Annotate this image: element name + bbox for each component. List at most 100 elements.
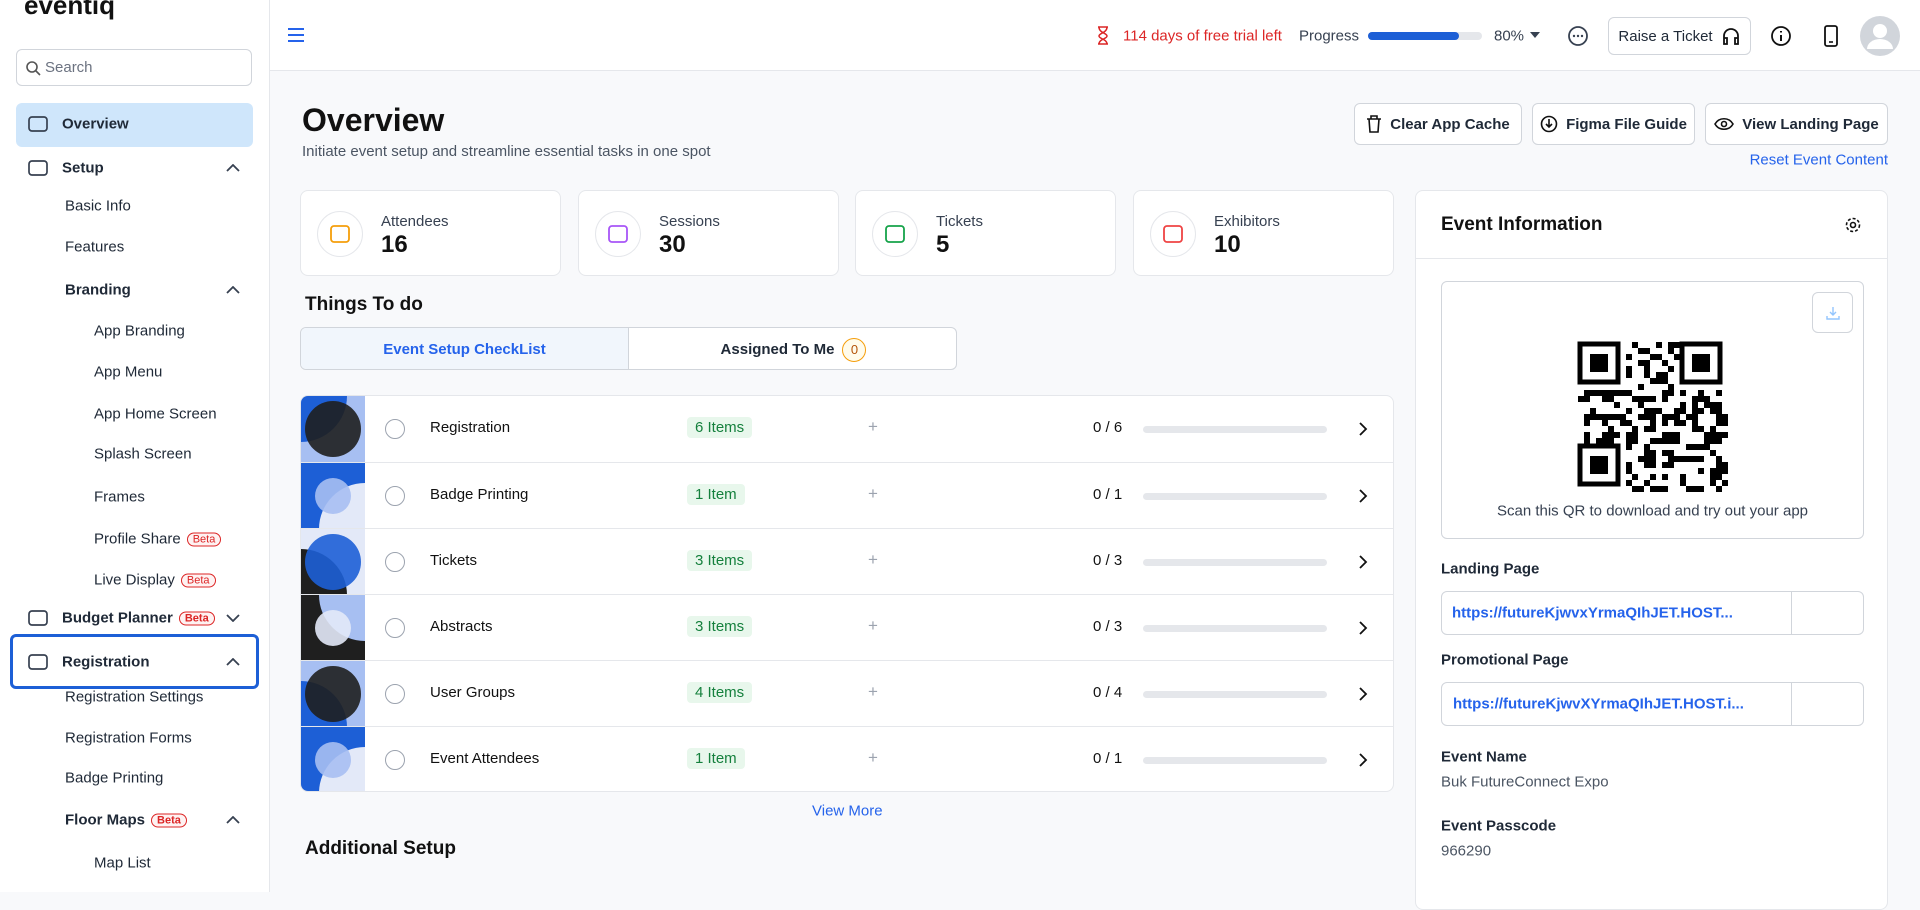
view-landing-button[interactable]: View Landing Page — [1705, 103, 1888, 145]
nav-item[interactable]: Live Display Beta — [94, 572, 216, 589]
tab[interactable]: Assigned To Me 0 — [629, 328, 956, 369]
check-circle[interactable] — [385, 552, 405, 572]
row-chevron — [1359, 489, 1368, 503]
reset-link[interactable]: Reset Event Content — [1749, 151, 1888, 169]
add-icon[interactable]: + — [868, 748, 878, 767]
nav-item[interactable]: Basic Info — [65, 198, 131, 215]
section-title: Additional Setup — [305, 838, 456, 859]
nav-label: Basic Info — [65, 197, 131, 215]
clear-cache-button[interactable]: Clear App Cache — [1354, 103, 1522, 145]
active-highlight — [16, 103, 253, 147]
nav-icon — [28, 160, 48, 176]
check-circle[interactable] — [385, 486, 405, 506]
download-qr-button[interactable] — [1812, 292, 1853, 333]
icon — [608, 225, 628, 243]
nav-item[interactable]: Floor Maps Beta — [65, 812, 187, 829]
row-chevron — [1359, 753, 1368, 767]
add-icon[interactable]: + — [868, 682, 878, 701]
nav-item[interactable]: Branding — [65, 282, 131, 299]
menu-icon[interactable] — [287, 27, 305, 43]
checklist-row[interactable]: Abstracts 3 Items +0 / 3 — [301, 594, 1393, 661]
stat-card: Exhibitors 10 — [1133, 190, 1394, 276]
nav-item[interactable]: Registration Settings — [65, 689, 203, 706]
raise-ticket-button[interactable]: Raise a Ticket — [1608, 17, 1751, 55]
nav-item[interactable]: Frames — [94, 489, 145, 506]
checklist-row[interactable]: Badge Printing 1 Item +0 / 1 — [301, 462, 1393, 529]
nav-item[interactable]: App Home Screen — [94, 406, 217, 423]
nav-item[interactable]: Budget Planner Beta — [62, 610, 215, 627]
nav-label: Live Display — [94, 571, 175, 589]
checklist-row[interactable]: Tickets 3 Items +0 / 3 — [301, 528, 1393, 595]
checklist-row[interactable]: User Groups 4 Items +0 / 4 — [301, 660, 1393, 727]
stat-icon — [1150, 211, 1196, 257]
trash-icon — [1367, 115, 1382, 133]
nav-label: Splash Screen — [94, 445, 192, 463]
progress-percent: 80% — [1494, 27, 1525, 45]
items-badge: 3 Items — [687, 550, 753, 571]
nav-item[interactable]: Profile Share Beta — [94, 531, 222, 548]
chat-icon[interactable] — [1567, 25, 1589, 47]
eye-icon — [1714, 117, 1735, 131]
settings-icon[interactable] — [1844, 216, 1862, 234]
field-label: Event Passcode — [1441, 817, 1557, 835]
row-decoration — [301, 463, 365, 529]
add-icon[interactable]: + — [868, 616, 878, 635]
progress-dropdown[interactable] — [1530, 32, 1540, 39]
promo-url-box[interactable]: https://futureKjwvXYrmaQIhJET.HOST.i... — [1441, 682, 1864, 726]
nav-item[interactable]: Map List — [94, 855, 151, 872]
nav-item[interactable]: Badge Printing — [65, 770, 163, 787]
phone-icon[interactable] — [1824, 25, 1838, 47]
progress-track — [1368, 32, 1482, 40]
view-more-link[interactable]: View More — [812, 802, 883, 820]
add-icon[interactable]: + — [868, 417, 878, 436]
check-circle[interactable] — [385, 419, 405, 439]
nav-item[interactable]: Setup — [62, 160, 104, 177]
info-icon[interactable] — [1770, 25, 1792, 47]
row-name: Registration — [430, 419, 511, 436]
url-text: https://futureKjwvXYrmaQIhJET.HOST.i... — [1453, 695, 1744, 713]
avatar[interactable] — [1860, 16, 1900, 56]
items-badge: 1 Item — [687, 748, 745, 769]
sidebar: eventiq Search Overview Setup Basic Info Fe… — [0, 0, 270, 892]
chevron — [226, 164, 240, 172]
figma-guide-button[interactable]: Figma File Guide — [1532, 103, 1695, 145]
nav-label: Frames — [94, 488, 145, 506]
nav-icon — [28, 116, 48, 132]
stat-value: 10 — [1214, 231, 1241, 258]
nav-item[interactable]: App Branding — [94, 323, 185, 340]
checklist-row[interactable]: Event Attendees 1 Item +0 / 1 — [301, 726, 1393, 791]
nav-item[interactable]: Features — [65, 239, 124, 256]
icon — [885, 225, 905, 243]
raise-ticket-label: Raise a Ticket — [1618, 27, 1713, 45]
nav-item[interactable]: Splash Screen — [94, 446, 192, 463]
nav-item[interactable]: App Menu — [94, 364, 162, 381]
row-decoration — [301, 529, 365, 595]
nav-item[interactable]: Registration — [62, 654, 150, 671]
check-circle[interactable] — [385, 684, 405, 704]
check-circle[interactable] — [385, 618, 405, 638]
beta-badge: Beta — [178, 611, 215, 625]
headset-icon — [1722, 28, 1739, 45]
qr-caption: Scan this QR to download and try out you… — [1496, 502, 1808, 520]
trial-text: 114 days of free trial left — [1123, 27, 1282, 45]
add-icon[interactable]: + — [868, 484, 878, 503]
button-label: View Landing Page — [1742, 115, 1879, 133]
landing-url-box[interactable]: https://futureKjwvxYrmaQIhJET.HOST... — [1441, 591, 1864, 635]
stat-card: Attendees 16 — [300, 190, 561, 276]
nav-item[interactable]: Overview — [62, 116, 129, 133]
tab-active[interactable]: Event Setup CheckList — [301, 328, 629, 369]
checklist-row[interactable]: Registration 6 Items +0 / 6 — [301, 396, 1393, 462]
row-count: 0 / 3 — [1093, 552, 1123, 569]
qr-code — [1577, 341, 1728, 492]
beta-badge: Beta — [186, 532, 222, 546]
add-icon[interactable]: + — [868, 550, 878, 569]
stat-label: Attendees — [381, 213, 449, 230]
search-box[interactable]: Search — [16, 49, 252, 86]
stat-icon — [595, 211, 641, 257]
nav-item[interactable]: Registration Forms — [65, 730, 192, 747]
items-badge: 4 Items — [687, 682, 753, 703]
row-name: Tickets — [430, 552, 477, 569]
check-circle[interactable] — [385, 750, 405, 770]
stat-icon — [317, 211, 363, 257]
row-count: 0 / 3 — [1093, 618, 1123, 635]
